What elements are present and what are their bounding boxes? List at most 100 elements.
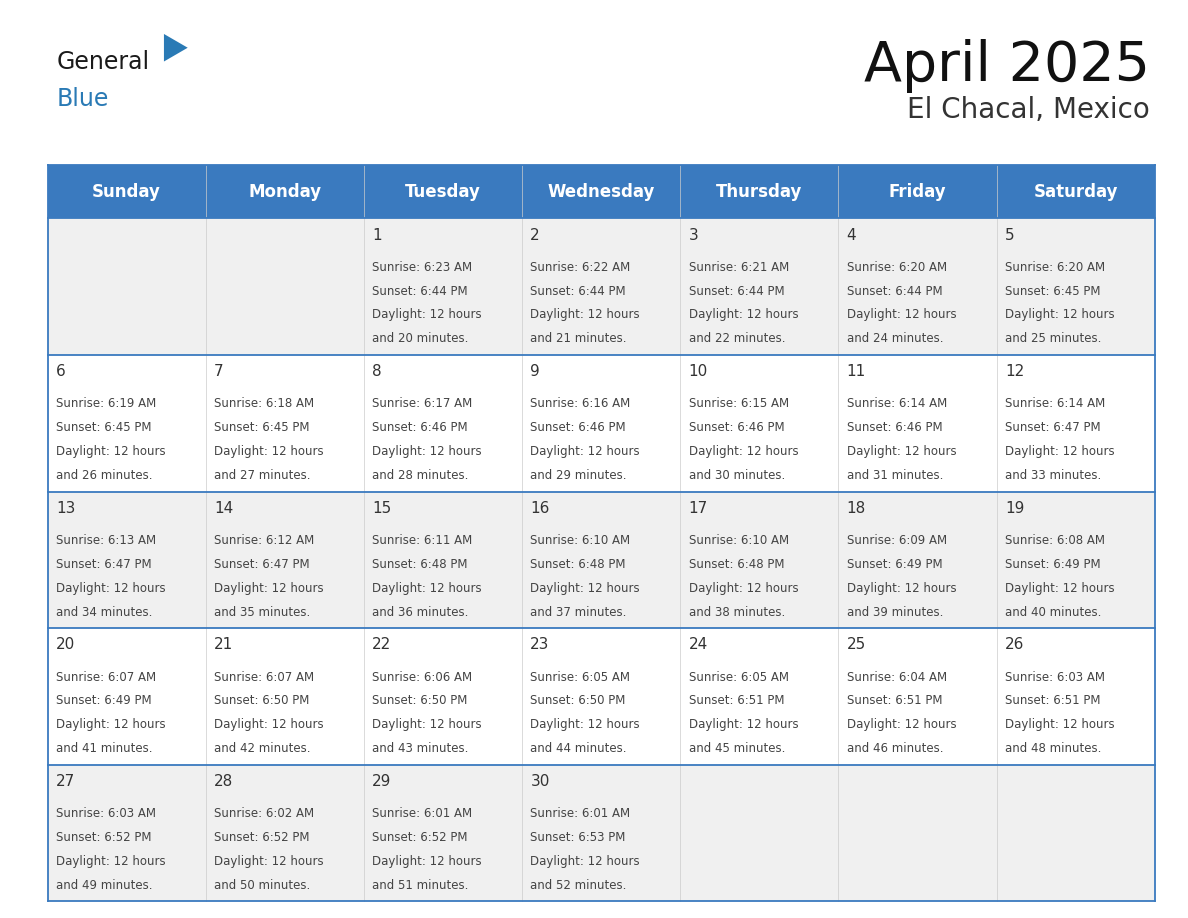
Text: Daylight: 12 hours: Daylight: 12 hours (56, 582, 165, 595)
Text: 13: 13 (56, 501, 75, 516)
Text: 4: 4 (847, 228, 857, 242)
Text: 28: 28 (214, 774, 233, 789)
Text: and 30 minutes.: and 30 minutes. (689, 469, 785, 482)
Text: Daylight: 12 hours: Daylight: 12 hours (689, 308, 798, 321)
Text: Sunset: 6:49 PM: Sunset: 6:49 PM (56, 694, 151, 708)
Text: General: General (57, 50, 150, 74)
Bar (48, 218, 1155, 355)
Text: 16: 16 (530, 501, 550, 516)
Text: Daylight: 12 hours: Daylight: 12 hours (214, 718, 323, 732)
Text: Sunrise: 6:08 AM: Sunrise: 6:08 AM (1005, 534, 1105, 547)
Text: and 21 minutes.: and 21 minutes. (530, 332, 627, 345)
Text: Daylight: 12 hours: Daylight: 12 hours (530, 445, 640, 458)
Text: 21: 21 (214, 637, 233, 653)
Text: Sunset: 6:52 PM: Sunset: 6:52 PM (372, 831, 468, 844)
Text: Sunset: 6:48 PM: Sunset: 6:48 PM (372, 558, 468, 571)
Text: Daylight: 12 hours: Daylight: 12 hours (847, 582, 956, 595)
Text: and 34 minutes.: and 34 minutes. (56, 606, 152, 619)
Text: and 26 minutes.: and 26 minutes. (56, 469, 152, 482)
Text: and 44 minutes.: and 44 minutes. (530, 742, 627, 756)
Text: 18: 18 (847, 501, 866, 516)
Text: Sunrise: 6:15 AM: Sunrise: 6:15 AM (689, 397, 789, 410)
Text: Thursday: Thursday (716, 183, 802, 201)
Text: Sunrise: 6:01 AM: Sunrise: 6:01 AM (372, 807, 473, 820)
Text: Sunday: Sunday (93, 183, 162, 201)
Text: Daylight: 12 hours: Daylight: 12 hours (689, 718, 798, 732)
Text: Daylight: 12 hours: Daylight: 12 hours (689, 445, 798, 458)
Text: Sunrise: 6:02 AM: Sunrise: 6:02 AM (214, 807, 314, 820)
Text: Daylight: 12 hours: Daylight: 12 hours (372, 445, 482, 458)
Text: and 50 minutes.: and 50 minutes. (214, 879, 310, 891)
Text: 5: 5 (1005, 228, 1015, 242)
Text: Sunrise: 6:03 AM: Sunrise: 6:03 AM (56, 807, 156, 820)
Text: Sunset: 6:44 PM: Sunset: 6:44 PM (689, 285, 784, 297)
Bar (48, 492, 1155, 628)
Text: Daylight: 12 hours: Daylight: 12 hours (847, 445, 956, 458)
Text: 7: 7 (214, 364, 223, 379)
Text: Sunset: 6:47 PM: Sunset: 6:47 PM (214, 558, 310, 571)
Text: Sunset: 6:48 PM: Sunset: 6:48 PM (530, 558, 626, 571)
Text: Sunrise: 6:20 AM: Sunrise: 6:20 AM (847, 261, 947, 274)
Text: Daylight: 12 hours: Daylight: 12 hours (372, 718, 482, 732)
Text: and 49 minutes.: and 49 minutes. (56, 879, 152, 891)
Text: and 42 minutes.: and 42 minutes. (214, 742, 310, 756)
Text: Sunrise: 6:01 AM: Sunrise: 6:01 AM (530, 807, 631, 820)
Text: 17: 17 (689, 501, 708, 516)
Text: 12: 12 (1005, 364, 1024, 379)
Text: Sunset: 6:46 PM: Sunset: 6:46 PM (530, 421, 626, 434)
Text: Sunrise: 6:14 AM: Sunrise: 6:14 AM (1005, 397, 1105, 410)
Text: Sunset: 6:50 PM: Sunset: 6:50 PM (372, 694, 468, 708)
Text: Sunrise: 6:03 AM: Sunrise: 6:03 AM (1005, 670, 1105, 684)
Text: Sunset: 6:51 PM: Sunset: 6:51 PM (1005, 694, 1100, 708)
Text: 30: 30 (530, 774, 550, 789)
Text: 20: 20 (56, 637, 75, 653)
Text: Daylight: 12 hours: Daylight: 12 hours (372, 582, 482, 595)
Text: Daylight: 12 hours: Daylight: 12 hours (1005, 445, 1114, 458)
Text: Daylight: 12 hours: Daylight: 12 hours (372, 855, 482, 868)
Text: Sunrise: 6:13 AM: Sunrise: 6:13 AM (56, 534, 156, 547)
Text: Sunrise: 6:17 AM: Sunrise: 6:17 AM (372, 397, 473, 410)
Text: El Chacal, Mexico: El Chacal, Mexico (908, 96, 1150, 125)
Text: Sunrise: 6:23 AM: Sunrise: 6:23 AM (372, 261, 473, 274)
Text: 27: 27 (56, 774, 75, 789)
Text: Daylight: 12 hours: Daylight: 12 hours (214, 855, 323, 868)
Text: Sunrise: 6:10 AM: Sunrise: 6:10 AM (530, 534, 631, 547)
Text: 8: 8 (372, 364, 381, 379)
Text: 19: 19 (1005, 501, 1024, 516)
Text: 2: 2 (530, 228, 541, 242)
Text: Blue: Blue (57, 87, 109, 111)
Text: Sunrise: 6:18 AM: Sunrise: 6:18 AM (214, 397, 314, 410)
Text: and 20 minutes.: and 20 minutes. (372, 332, 468, 345)
Text: Sunset: 6:46 PM: Sunset: 6:46 PM (847, 421, 942, 434)
Text: and 35 minutes.: and 35 minutes. (214, 606, 310, 619)
Text: Daylight: 12 hours: Daylight: 12 hours (56, 445, 165, 458)
Text: Daylight: 12 hours: Daylight: 12 hours (214, 582, 323, 595)
Text: Daylight: 12 hours: Daylight: 12 hours (689, 582, 798, 595)
Text: Sunrise: 6:20 AM: Sunrise: 6:20 AM (1005, 261, 1105, 274)
Text: Sunrise: 6:19 AM: Sunrise: 6:19 AM (56, 397, 156, 410)
Text: 23: 23 (530, 637, 550, 653)
Text: 22: 22 (372, 637, 391, 653)
Text: Daylight: 12 hours: Daylight: 12 hours (214, 445, 323, 458)
Text: Daylight: 12 hours: Daylight: 12 hours (530, 855, 640, 868)
Text: and 28 minutes.: and 28 minutes. (372, 469, 468, 482)
Text: and 27 minutes.: and 27 minutes. (214, 469, 310, 482)
Text: 24: 24 (689, 637, 708, 653)
Text: Sunrise: 6:11 AM: Sunrise: 6:11 AM (372, 534, 473, 547)
Text: Daylight: 12 hours: Daylight: 12 hours (1005, 582, 1114, 595)
Bar (48, 355, 1155, 492)
Text: Sunset: 6:50 PM: Sunset: 6:50 PM (214, 694, 309, 708)
Text: Sunrise: 6:05 AM: Sunrise: 6:05 AM (689, 670, 789, 684)
Text: Sunset: 6:44 PM: Sunset: 6:44 PM (372, 285, 468, 297)
Text: Sunrise: 6:21 AM: Sunrise: 6:21 AM (689, 261, 789, 274)
Text: and 25 minutes.: and 25 minutes. (1005, 332, 1101, 345)
Text: Sunrise: 6:04 AM: Sunrise: 6:04 AM (847, 670, 947, 684)
Text: 1: 1 (372, 228, 381, 242)
Text: April 2025: April 2025 (864, 39, 1150, 93)
Bar (48, 765, 1155, 901)
Text: and 24 minutes.: and 24 minutes. (847, 332, 943, 345)
Bar (48, 165, 1155, 218)
Text: Sunrise: 6:07 AM: Sunrise: 6:07 AM (214, 670, 314, 684)
Text: 14: 14 (214, 501, 233, 516)
Text: Sunrise: 6:22 AM: Sunrise: 6:22 AM (530, 261, 631, 274)
